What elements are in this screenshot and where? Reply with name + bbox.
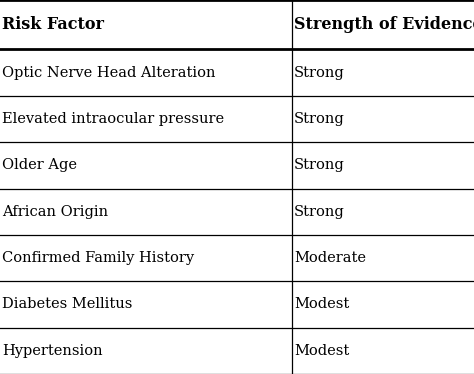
Text: Strong: Strong (294, 65, 345, 80)
Text: Strong: Strong (294, 205, 345, 219)
Text: Diabetes Mellitus: Diabetes Mellitus (2, 297, 133, 312)
Text: Optic Nerve Head Alteration: Optic Nerve Head Alteration (2, 65, 216, 80)
Text: Strong: Strong (294, 158, 345, 172)
Text: Modest: Modest (294, 344, 349, 358)
Text: Risk Factor: Risk Factor (2, 16, 104, 33)
Text: Older Age: Older Age (2, 158, 77, 172)
Text: Strong: Strong (294, 112, 345, 126)
Text: Moderate: Moderate (294, 251, 366, 265)
Text: Strength of Evidence: Strength of Evidence (294, 16, 474, 33)
Text: Confirmed Family History: Confirmed Family History (2, 251, 194, 265)
Text: Elevated intraocular pressure: Elevated intraocular pressure (2, 112, 225, 126)
Text: Hypertension: Hypertension (2, 344, 103, 358)
Text: Modest: Modest (294, 297, 349, 312)
Text: African Origin: African Origin (2, 205, 109, 219)
